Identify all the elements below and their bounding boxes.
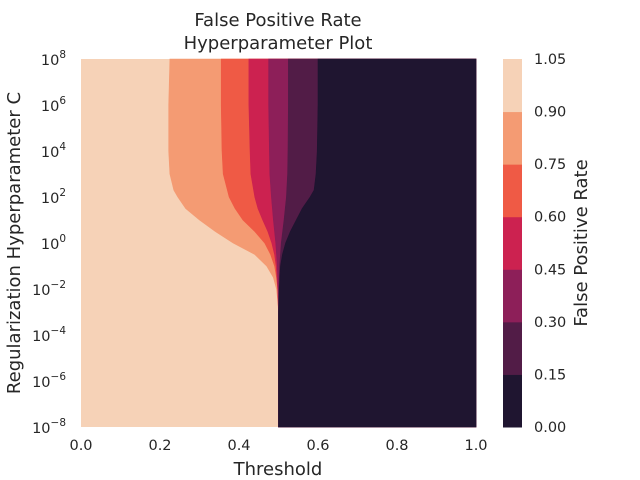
colorbar-ticks: 0.00 0.15 0.30 0.45 0.60 0.75 0.90 1.05 [534,52,566,436]
y-axis-ticks: 108 106 104 102 100 10−2 10−4 10−6 10−8 [32,49,66,437]
colorbar-label: False Positive Rate [571,159,592,326]
colorbar-tick-label: 1.05 [534,52,566,68]
colorbar-tick-label: 0.30 [534,315,566,331]
x-axis-ticks: 0.0 0.2 0.4 0.6 0.8 1.0 [69,438,487,454]
colorbar-segment [503,111,522,165]
y-tick-label: 104 [41,141,66,161]
y-axis-label: Regularization Hyperparameter C [4,92,25,394]
x-tick-label: 1.0 [464,438,487,454]
colorbar [503,59,522,428]
plot-area [81,58,477,428]
y-tick-label: 108 [41,49,66,69]
colorbar-tick-label: 0.90 [534,105,566,121]
colorbar-tick-label: 0.15 [534,367,566,383]
x-tick-label: 0.0 [69,438,92,454]
x-axis-label: Threshold [233,459,323,480]
colorbar-segment [503,164,522,218]
x-tick-label: 0.8 [385,438,408,454]
colorbar-tick-label: 0.00 [534,420,566,436]
y-tick-label: 10−6 [32,371,66,391]
colorbar-segment [503,216,522,270]
colorbar-segment [503,269,522,323]
y-tick-label: 100 [41,233,66,253]
x-tick-label: 0.2 [148,438,171,454]
colorbar-segment [503,321,522,375]
y-tick-label: 10−2 [32,279,66,299]
chart-title-line-1: False Positive Rate [194,10,361,31]
y-tick-label: 10−4 [32,325,66,345]
contour-band-0.00-0.15 [278,58,477,428]
y-tick-label: 106 [41,95,66,115]
chart-title-line-2: Hyperparameter Plot [184,33,373,54]
x-tick-label: 0.4 [227,438,250,454]
y-tick-label: 102 [41,187,66,207]
colorbar-segment [503,59,522,113]
colorbar-tick-label: 0.60 [534,210,566,226]
colorbar-tick-label: 0.75 [534,157,566,173]
colorbar-tick-label: 0.45 [534,262,566,278]
y-tick-label: 10−8 [32,417,66,437]
x-tick-label: 0.6 [306,438,329,454]
colorbar-segment [503,374,522,428]
